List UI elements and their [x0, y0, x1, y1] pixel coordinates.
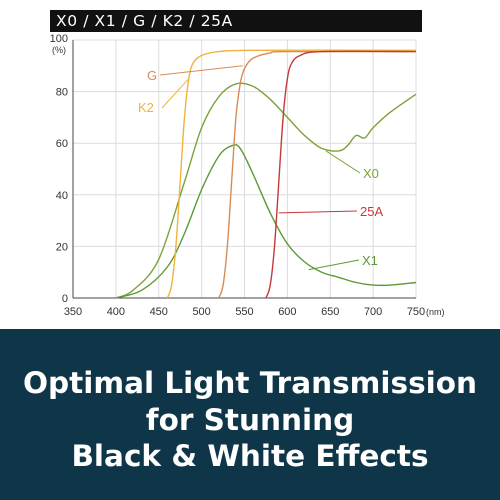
- axes: [72, 40, 416, 299]
- y-tick-label: 0: [62, 293, 68, 305]
- caption-line-2: for Stunning: [145, 402, 355, 437]
- series-line-x0: [115, 82, 417, 299]
- series-label-25a: 25A: [360, 204, 383, 219]
- series-label-leader: [159, 65, 243, 76]
- caption-line-1: Optimal Light Transmission: [22, 366, 478, 400]
- x-tick-label: 700: [364, 306, 382, 318]
- caption-line-3: Black & White Effects: [71, 439, 429, 473]
- chart-title-bar: X0 / X1 / G / K2 / 25A: [50, 10, 422, 32]
- grid-lines: [73, 39, 417, 298]
- series-label-leader: [308, 259, 360, 271]
- y-tick-label: 100: [50, 33, 68, 45]
- series-lines: [115, 49, 417, 299]
- x-tick-label: 400: [107, 306, 125, 318]
- x-unit-label: (nm): [426, 307, 445, 317]
- x-tick-label: 600: [278, 306, 296, 318]
- tick-labels: 350 400 450 500 550 600 650 700 750 (nm) 0 20 40 60 80…: [50, 33, 445, 318]
- series-label-k2: K2: [138, 100, 154, 115]
- x-tick-label: 350: [64, 306, 82, 318]
- series-label-g: G: [147, 68, 157, 83]
- chart-title: X0 / X1 / G / K2 / 25A: [56, 12, 233, 30]
- series-label-x0: X0: [363, 166, 379, 181]
- y-tick-label: 20: [56, 241, 68, 253]
- y-tick-label: 60: [56, 138, 68, 150]
- y-tick-label: 80: [56, 87, 68, 99]
- series-label-leader: [161, 78, 190, 109]
- series-line-25a: [265, 50, 417, 299]
- series-line-k2: [166, 49, 417, 299]
- series-line-x1: [115, 144, 417, 299]
- caption-text: Optimal Light Transmission for Stunning …: [0, 365, 500, 475]
- y-tick-label: 40: [56, 190, 68, 202]
- series-labels: X0 X1 G K2 25A: [138, 65, 383, 271]
- x-tick-label: 750: [407, 306, 425, 318]
- x-tick-label: 500: [192, 306, 210, 318]
- series-line-g: [218, 50, 417, 299]
- series-label-x1: X1: [362, 253, 378, 268]
- y-unit-label: (%): [52, 45, 66, 55]
- series-label-leader: [325, 150, 361, 174]
- series-label-leader: [278, 210, 358, 214]
- x-tick-label: 550: [235, 306, 253, 318]
- caption-banner: Optimal Light Transmission for Stunning …: [0, 329, 500, 500]
- x-tick-label: 450: [150, 306, 168, 318]
- x-tick-label: 650: [321, 306, 339, 318]
